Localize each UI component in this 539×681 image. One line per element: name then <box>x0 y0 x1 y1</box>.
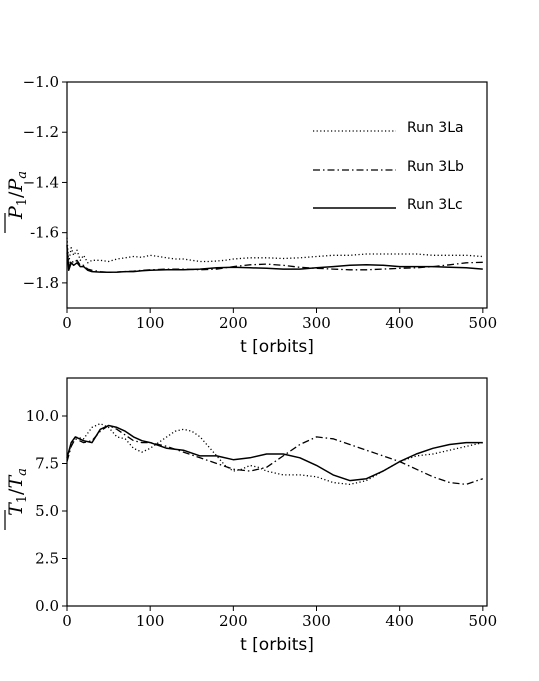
x-axis-label: t [orbits] <box>240 635 314 655</box>
y-tick-label: -1.6 <box>30 224 59 242</box>
x-tick-label: 300 <box>302 612 331 630</box>
x-tick-label: 0 <box>62 314 72 332</box>
series-line-0 <box>66 237 483 264</box>
y-axis-label: T1/Ta <box>4 468 30 530</box>
series-line-0 <box>66 422 483 486</box>
x-tick-label: 200 <box>219 314 248 332</box>
svg-text:P1/Pa: P1/Pa <box>5 171 30 220</box>
legend-label-2: Run 3Lc <box>407 197 463 213</box>
x-tick-label: 500 <box>469 612 498 630</box>
x-axis-label: t [orbits] <box>240 337 314 357</box>
series-line-2 <box>66 424 483 482</box>
y-tick-label: −1.4 <box>23 173 59 191</box>
x-tick-label: 100 <box>136 612 165 630</box>
legend-label-0: Run 3La <box>407 120 464 136</box>
svg-text:T1/Ta: T1/Ta <box>5 468 30 516</box>
x-tick-label: 400 <box>385 314 414 332</box>
x-tick-label: 0 <box>62 612 72 630</box>
y-tick-label: 10.0 <box>26 407 59 425</box>
bottom-panel: 0 100 200 300 400 500 0.0 2.5 5.0 7.5 10.0 t [orbit… <box>4 377 498 655</box>
x-tick-label: 400 <box>385 612 414 630</box>
y-axis-label: P1/Pa <box>4 171 30 233</box>
series-line-2 <box>66 245 483 274</box>
x-tick-label: 500 <box>469 314 498 332</box>
y-tick-label: 5.0 <box>35 502 59 520</box>
legend-label-1: Run 3Lb <box>407 159 464 175</box>
x-tick-label: 300 <box>302 314 331 332</box>
y-tick-label: −1.8 <box>23 274 59 292</box>
y-tick-label: −1.2 <box>23 123 59 141</box>
y-tick-label: −1.0 <box>23 73 59 91</box>
x-tick-label: 100 <box>136 314 165 332</box>
plot-frame <box>66 377 488 607</box>
y-tick-label: 2.5 <box>35 550 59 568</box>
y-tick-label: 0.0 <box>35 597 59 615</box>
y-tick-label: 7.5 <box>35 455 59 473</box>
x-tick-label: 200 <box>219 612 248 630</box>
series-line-1 <box>66 424 484 486</box>
plot-frame <box>66 81 488 309</box>
top-panel: 0 100 200 300 400 500 −1.0 −1.2 −1.4 -1.6 −1.8 t [o… <box>4 73 498 357</box>
